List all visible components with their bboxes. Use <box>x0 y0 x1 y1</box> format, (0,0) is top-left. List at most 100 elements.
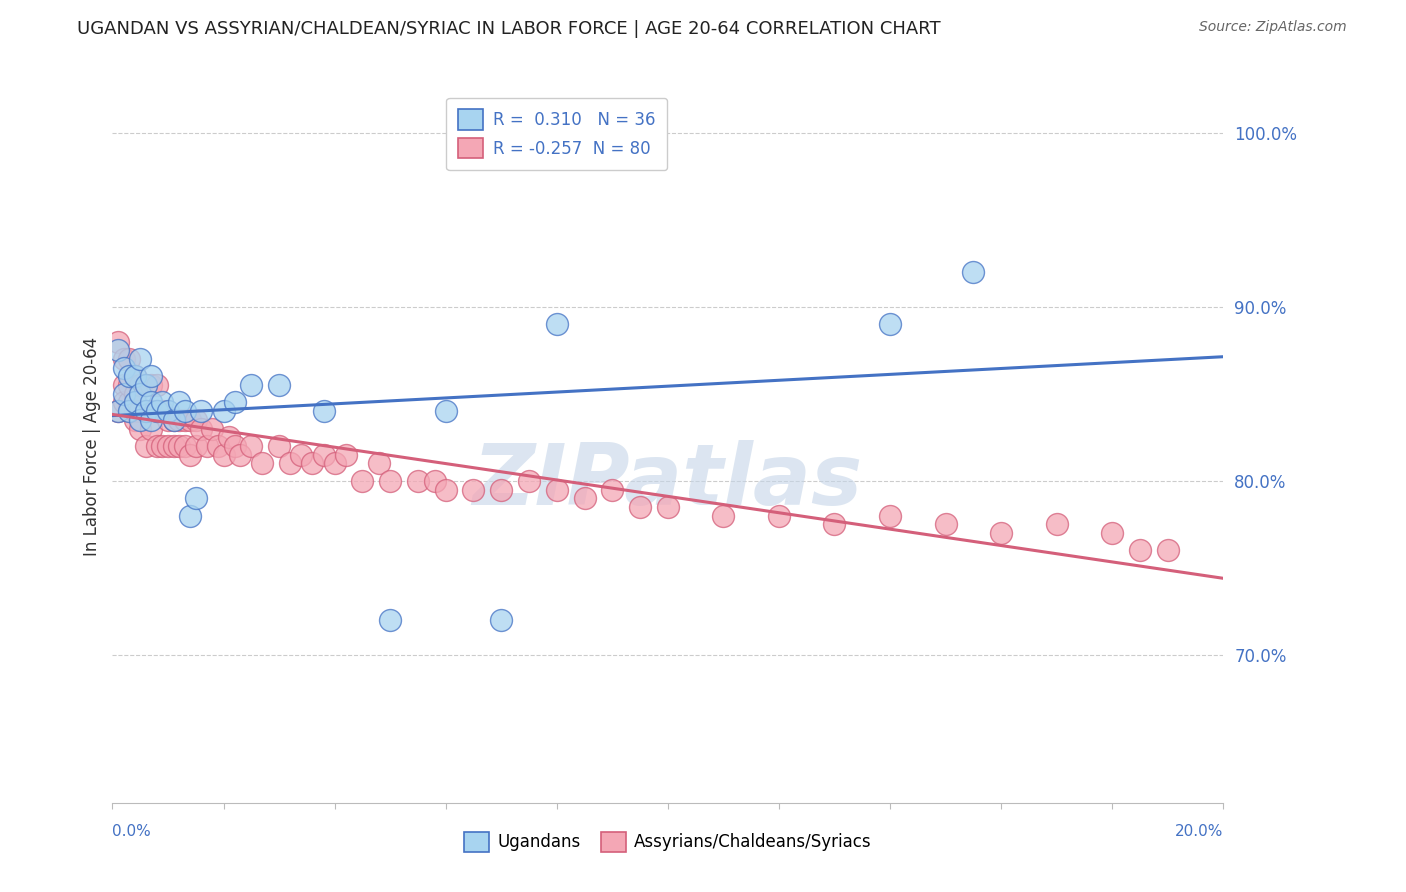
Text: 20.0%: 20.0% <box>1175 824 1223 839</box>
Point <box>118 351 141 366</box>
Point <box>628 500 651 514</box>
Point <box>491 483 513 497</box>
Point <box>546 317 568 331</box>
Point <box>162 413 184 427</box>
Point <box>112 386 135 401</box>
Point <box>107 404 129 418</box>
Point <box>107 343 129 358</box>
Point <box>240 378 263 392</box>
Point <box>290 448 312 462</box>
Point <box>173 413 195 427</box>
Point <box>267 439 291 453</box>
Point <box>184 491 207 506</box>
Point <box>602 483 624 497</box>
Point <box>301 457 323 471</box>
Text: Source: ZipAtlas.com: Source: ZipAtlas.com <box>1199 20 1347 34</box>
Point <box>1101 526 1123 541</box>
Point <box>252 457 274 471</box>
Point <box>184 439 207 453</box>
Point <box>162 413 184 427</box>
Point <box>229 448 252 462</box>
Point <box>406 474 429 488</box>
Point <box>184 413 207 427</box>
Point <box>1045 517 1069 532</box>
Point <box>368 457 391 471</box>
Point <box>546 483 568 497</box>
Point <box>179 508 201 523</box>
Point <box>152 395 174 409</box>
Point <box>879 508 901 523</box>
Point <box>146 439 169 453</box>
Point <box>118 404 141 418</box>
Point <box>152 439 174 453</box>
Point <box>167 413 190 427</box>
Point <box>212 404 235 418</box>
Point <box>135 378 157 392</box>
Point <box>124 413 146 427</box>
Point <box>157 413 180 427</box>
Point <box>157 439 180 453</box>
Point <box>141 404 163 418</box>
Point <box>112 351 135 366</box>
Point <box>212 448 235 462</box>
Point <box>141 378 163 392</box>
Point <box>135 404 157 418</box>
Text: 0.0%: 0.0% <box>112 824 152 839</box>
Point <box>167 395 190 409</box>
Point <box>179 413 201 427</box>
Point <box>141 369 163 384</box>
Point <box>141 395 163 409</box>
Point <box>517 474 540 488</box>
Point <box>141 413 163 427</box>
Point <box>195 439 218 453</box>
Point <box>135 404 157 418</box>
Point <box>124 369 146 384</box>
Point <box>423 474 446 488</box>
Point <box>129 378 152 392</box>
Point <box>434 483 457 497</box>
Point <box>201 421 224 435</box>
Point <box>112 378 135 392</box>
Point <box>380 474 402 488</box>
Point <box>107 404 129 418</box>
Point <box>190 404 212 418</box>
Point <box>135 378 157 392</box>
Point <box>118 404 141 418</box>
Point <box>167 439 190 453</box>
Point <box>124 386 146 401</box>
Text: UGANDAN VS ASSYRIAN/CHALDEAN/SYRIAC IN LABOR FORCE | AGE 20-64 CORRELATION CHART: UGANDAN VS ASSYRIAN/CHALDEAN/SYRIAC IN L… <box>77 20 941 37</box>
Point <box>129 413 152 427</box>
Point <box>124 369 146 384</box>
Point <box>190 421 212 435</box>
Point <box>129 421 152 435</box>
Y-axis label: In Labor Force | Age 20-64: In Labor Force | Age 20-64 <box>83 336 101 556</box>
Point <box>146 404 169 418</box>
Point <box>962 265 984 279</box>
Point <box>335 448 357 462</box>
Point <box>135 439 157 453</box>
Point <box>129 404 152 418</box>
Point <box>990 526 1012 541</box>
Point <box>124 395 146 409</box>
Point <box>152 404 174 418</box>
Point <box>323 457 346 471</box>
Point <box>173 404 195 418</box>
Point <box>278 457 301 471</box>
Point <box>574 491 596 506</box>
Point <box>118 378 141 392</box>
Point <box>224 395 246 409</box>
Text: ZIPatlas: ZIPatlas <box>472 440 863 524</box>
Point <box>657 500 679 514</box>
Point <box>141 421 163 435</box>
Point <box>146 404 169 418</box>
Point <box>434 404 457 418</box>
Point <box>267 378 291 392</box>
Point <box>146 378 169 392</box>
Point <box>768 508 790 523</box>
Point <box>118 369 141 384</box>
Point <box>380 613 402 627</box>
Point <box>934 517 956 532</box>
Point <box>1129 543 1152 558</box>
Legend: Ugandans, Assyrians/Chaldeans/Syriacs: Ugandans, Assyrians/Chaldeans/Syriacs <box>457 825 879 859</box>
Point <box>463 483 485 497</box>
